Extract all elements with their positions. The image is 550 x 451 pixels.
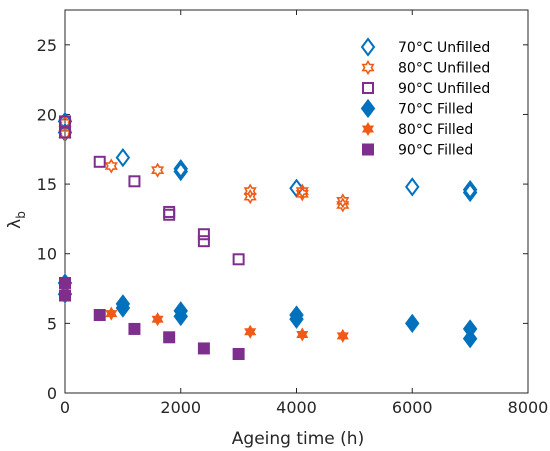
x-tick-label: 6000 [392, 398, 433, 417]
y-axis-label-subscript: b [14, 211, 28, 219]
series-points [57, 273, 478, 349]
data-point [336, 328, 349, 343]
data-point [295, 183, 309, 199]
data-point [163, 208, 176, 221]
data-point [128, 175, 141, 188]
data-point [173, 161, 188, 182]
y-tick-label: 25 [37, 36, 57, 55]
data-point [232, 253, 245, 266]
y-tick-label: 5 [47, 314, 57, 333]
data-point [336, 197, 350, 213]
x-tick-label: 0 [60, 398, 70, 417]
data-point [243, 183, 257, 199]
data-points [57, 111, 478, 361]
data-point [105, 306, 118, 321]
data-point [59, 115, 71, 128]
data-point [289, 305, 304, 325]
legend-marker [361, 122, 375, 136]
data-point [93, 309, 106, 322]
data-point [462, 179, 478, 200]
legend-label: 90°C Filled [398, 143, 473, 159]
data-point [93, 155, 106, 168]
y-axis-label-main: λ [5, 219, 25, 229]
data-point [59, 289, 71, 302]
data-point [243, 189, 257, 205]
legend-marker [362, 82, 374, 94]
data-point [197, 228, 210, 241]
series-points [59, 276, 245, 361]
legend-marker [360, 98, 376, 119]
x-tick-label: 8000 [508, 398, 549, 417]
legend-label: 70°C Filled [398, 102, 473, 118]
data-point [405, 313, 420, 334]
legend: 70°C Unfilled 80°C Unfilled 90°C Unfilled 7… [360, 37, 490, 159]
legend-marker [361, 59, 375, 76]
y-axis-label: λb [5, 211, 28, 229]
y-tick-label: 10 [37, 245, 57, 264]
data-point [163, 205, 176, 218]
legend-marker [360, 37, 376, 57]
data-point [173, 301, 188, 321]
data-point [197, 342, 210, 355]
y-tick-label: 0 [47, 384, 57, 403]
data-point [151, 312, 164, 327]
series-points [58, 115, 350, 213]
x-tick-label: 2000 [160, 398, 201, 417]
legend-marker [362, 143, 374, 156]
data-point [462, 319, 478, 339]
legend-label: 70°C Unfilled [398, 40, 490, 56]
data-point [197, 235, 210, 248]
data-point [336, 193, 350, 209]
data-point [115, 147, 131, 168]
series-points [59, 115, 245, 266]
data-point [163, 331, 176, 344]
legend-label: 80°C Filled [398, 122, 473, 138]
data-point [462, 182, 478, 203]
data-point [128, 322, 141, 335]
data-point [59, 126, 71, 139]
data-point [59, 276, 71, 289]
data-point [104, 158, 118, 174]
data-point [115, 294, 131, 314]
data-point [462, 329, 478, 349]
y-tick-label: 20 [37, 105, 57, 124]
data-point [405, 177, 420, 197]
legend-label: 80°C Unfilled [398, 61, 490, 77]
y-tick-label: 15 [37, 175, 57, 194]
data-point [296, 327, 309, 342]
data-point [151, 162, 165, 178]
data-point [173, 159, 188, 179]
x-tick-label: 4000 [276, 398, 317, 417]
x-axis-label: Ageing time (h) [232, 429, 364, 449]
data-point [295, 186, 309, 202]
axes: 0 2000 4000 6000 8000 0 5 10 15 20 25 [37, 9, 549, 417]
data-point [232, 348, 245, 361]
legend-label: 90°C Unfilled [398, 81, 490, 97]
data-point [244, 324, 257, 339]
